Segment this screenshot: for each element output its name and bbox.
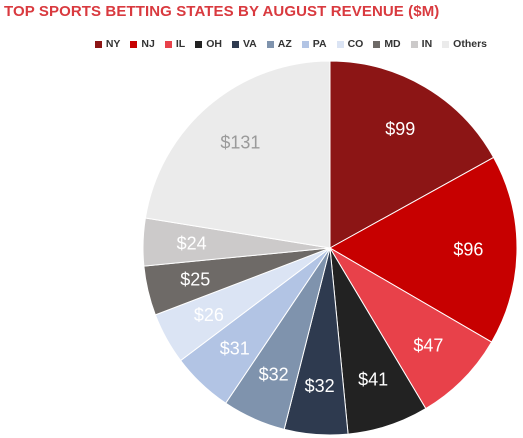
pie-slice-nj <box>328 156 518 343</box>
slice-label-oh: $41 <box>358 369 388 389</box>
legend-label: IL <box>175 38 186 50</box>
legend-swatch <box>301 40 309 48</box>
legend-label: IN <box>421 38 433 50</box>
legend-item-others: Others <box>442 38 487 50</box>
legend-item-co: CO <box>336 38 364 50</box>
legend-swatch <box>130 40 138 48</box>
slice-label-others: $131 <box>220 133 260 153</box>
legend-item-pa: PA <box>301 38 327 50</box>
legend-swatch <box>410 40 418 48</box>
legend-label: PA <box>312 38 327 50</box>
legend-item-ny: NY <box>94 38 121 50</box>
slice-label-az: $32 <box>259 364 289 384</box>
slice-label-co: $26 <box>194 305 224 325</box>
legend-swatch <box>266 40 274 48</box>
legend-swatch <box>195 40 203 48</box>
legend-item-az: AZ <box>266 38 292 50</box>
pie-slice-others <box>144 60 331 249</box>
legend-swatch <box>442 40 450 48</box>
legend-label: OH <box>206 38 222 50</box>
legend-label: AZ <box>277 38 292 50</box>
slice-label-il: $47 <box>413 335 443 355</box>
legend-item-oh: OH <box>195 38 222 50</box>
legend-label: CO <box>347 38 364 50</box>
pie-slice-ny <box>329 60 495 249</box>
legend-label: NY <box>105 38 121 50</box>
slice-label-va: $32 <box>305 376 335 396</box>
chart-title: TOP SPORTS BETTING STATES BY AUGUST REVE… <box>4 3 440 20</box>
legend-swatch <box>336 40 344 48</box>
pie-slice-il <box>328 246 493 410</box>
slice-label-nj: $96 <box>453 239 483 259</box>
legend-label: NJ <box>141 38 155 50</box>
legend-swatch <box>373 40 381 48</box>
legend-item-il: IL <box>164 38 186 50</box>
legend-label: VA <box>242 38 257 50</box>
slice-label-in: $24 <box>177 234 207 254</box>
legend-swatch <box>94 40 102 48</box>
legend-item-va: VA <box>231 38 257 50</box>
slice-label-ny: $99 <box>385 119 415 139</box>
legend-item-nj: NJ <box>130 38 155 50</box>
legend-item-md: MD <box>373 38 401 50</box>
legend-label: Others <box>453 38 487 50</box>
legend: NY NJ IL OH VA AZ PA CO MD IN Others <box>85 38 487 50</box>
legend-item-in: IN <box>410 38 433 50</box>
legend-swatch <box>164 40 172 48</box>
legend-swatch <box>231 40 239 48</box>
legend-label: MD <box>384 38 401 50</box>
slice-label-md: $25 <box>180 270 210 290</box>
slice-label-pa: $31 <box>220 338 250 358</box>
